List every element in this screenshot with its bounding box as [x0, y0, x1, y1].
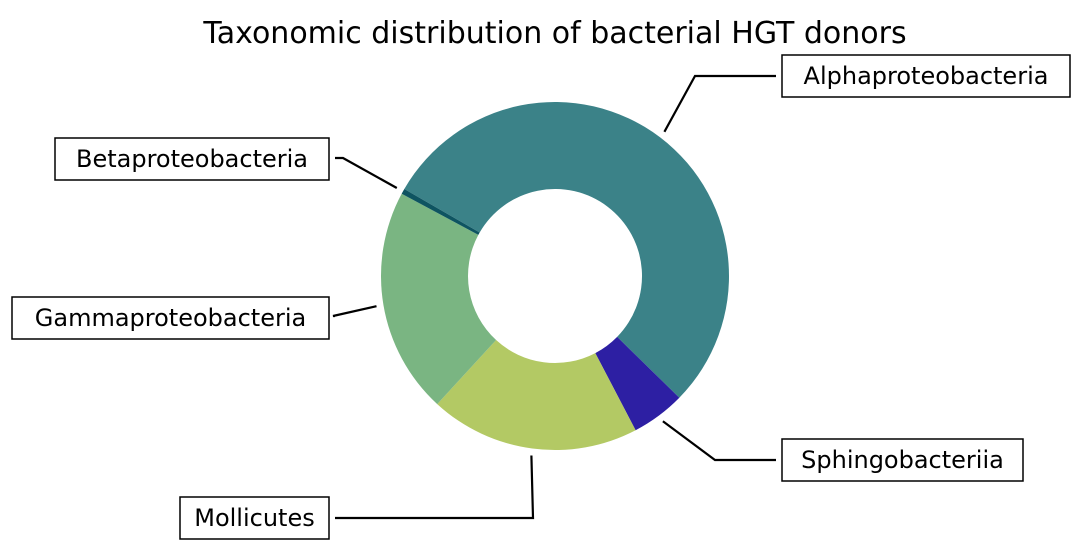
slice-label-sphingobacteriia: Sphingobacteriia: [781, 438, 1024, 482]
label-text: Betaproteobacteria: [76, 145, 308, 173]
chart-title: Taxonomic distribution of bacterial HGT …: [202, 16, 906, 51]
leader-line-alphaproteobacteria: [663, 74, 776, 133]
slice-betaproteobacteria: [401, 189, 480, 235]
label-box: [781, 54, 1071, 98]
slice-gammaproteobacteria: [380, 193, 497, 405]
label-text: Alphaproteobacteria: [804, 62, 1049, 90]
slice-sphingobacteriia: [595, 336, 680, 431]
slice-labels: Alphaproteobacteria Sphingobacteriia Molli…: [11, 54, 1071, 540]
slice-label-alphaproteobacteria: Alphaproteobacteria: [781, 54, 1071, 98]
label-box: [179, 496, 330, 540]
slice-label-gammaproteobacteria: Gammaproteobacteria: [11, 296, 330, 340]
label-text: Mollicutes: [194, 504, 314, 532]
slice-mollicutes: [437, 340, 636, 451]
leader-line-betaproteobacteria: [335, 156, 398, 189]
slice-label-mollicutes: Mollicutes: [179, 496, 330, 540]
label-text: Gammaproteobacteria: [35, 304, 306, 332]
label-text: Sphingobacteriia: [801, 446, 1004, 474]
leader-line-gammaproteobacteria: [332, 305, 377, 318]
label-box: [54, 137, 330, 181]
label-box: [11, 296, 330, 340]
leader-lines: [332, 74, 776, 520]
slice-label-betaproteobacteria: Betaproteobacteria: [54, 137, 330, 181]
slice-alphaproteobacteria: [404, 102, 729, 398]
leader-line-mollicutes: [335, 455, 535, 520]
leader-line-sphingobacteriia: [662, 420, 776, 462]
donut-slices: [380, 102, 729, 451]
label-box: [781, 438, 1024, 482]
